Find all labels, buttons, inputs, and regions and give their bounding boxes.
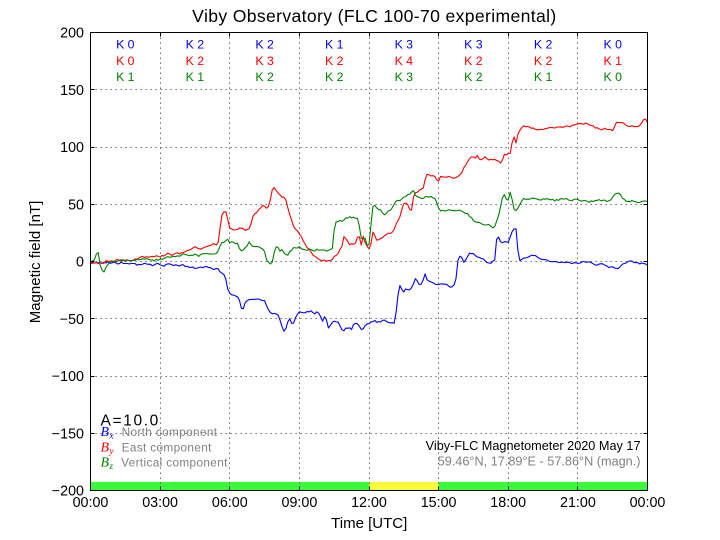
svg-text:K 0: K 0 [603,70,622,84]
svg-text:K 4: K 4 [395,54,414,68]
svg-text:59.46°N, 17.89°E - 57.86°N (ma: 59.46°N, 17.89°E - 57.86°N (magn.) [438,454,641,468]
svg-text:K 2: K 2 [464,70,483,84]
svg-text:By East component: By East component [101,440,213,457]
svg-text:Viby-FLC Magnetometer 2020 May: Viby-FLC Magnetometer 2020 May 17 [426,439,641,453]
svg-text:K 2: K 2 [534,54,553,68]
svg-text:K 1: K 1 [116,70,135,84]
svg-text:K 2: K 2 [186,54,205,68]
svg-text:21:00: 21:00 [560,495,596,511]
svg-text:K 1: K 1 [534,70,553,84]
svg-text:−150: −150 [52,426,84,442]
svg-text:06:00: 06:00 [212,495,248,511]
svg-text:150: 150 [60,83,84,99]
svg-text:03:00: 03:00 [142,495,178,511]
svg-text:09:00: 09:00 [282,495,318,511]
svg-text:K 2: K 2 [325,70,344,84]
svg-text:18:00: 18:00 [490,495,526,511]
svg-text:K 1: K 1 [186,70,205,84]
svg-text:K 2: K 2 [186,38,205,52]
svg-text:K 2: K 2 [325,54,344,68]
svg-text:100: 100 [60,140,84,156]
svg-text:K 3: K 3 [395,70,414,84]
svg-text:Viby Observatory (FLC 100-70 e: Viby Observatory (FLC 100-70 experimenta… [192,6,556,26]
svg-text:−50: −50 [60,312,84,328]
svg-text:Time [UTC]: Time [UTC] [331,515,407,532]
svg-text:−100: −100 [52,369,84,385]
svg-text:K 3: K 3 [255,54,274,68]
svg-text:00:00: 00:00 [630,495,666,511]
svg-text:K 3: K 3 [464,38,483,52]
svg-text:15:00: 15:00 [421,495,457,511]
svg-text:200: 200 [60,26,84,42]
svg-text:K 1: K 1 [325,38,344,52]
svg-text:K 2: K 2 [464,54,483,68]
svg-text:12:00: 12:00 [351,495,387,511]
svg-text:K 2: K 2 [534,38,553,52]
svg-text:K 0: K 0 [603,38,622,52]
svg-text:50: 50 [68,197,84,213]
svg-text:A=10.0: A=10.0 [101,413,160,430]
svg-text:00:00: 00:00 [73,495,109,511]
svg-text:K 0: K 0 [116,54,135,68]
svg-text:0: 0 [76,255,84,271]
svg-text:K 1: K 1 [603,54,622,68]
svg-text:Magnetic field [nT]: Magnetic field [nT] [27,201,44,324]
svg-text:K 3: K 3 [395,38,414,52]
svg-text:−200: −200 [52,484,84,500]
svg-text:K 2: K 2 [255,70,274,84]
svg-text:K 0: K 0 [116,38,135,52]
svg-text:K 2: K 2 [255,38,274,52]
